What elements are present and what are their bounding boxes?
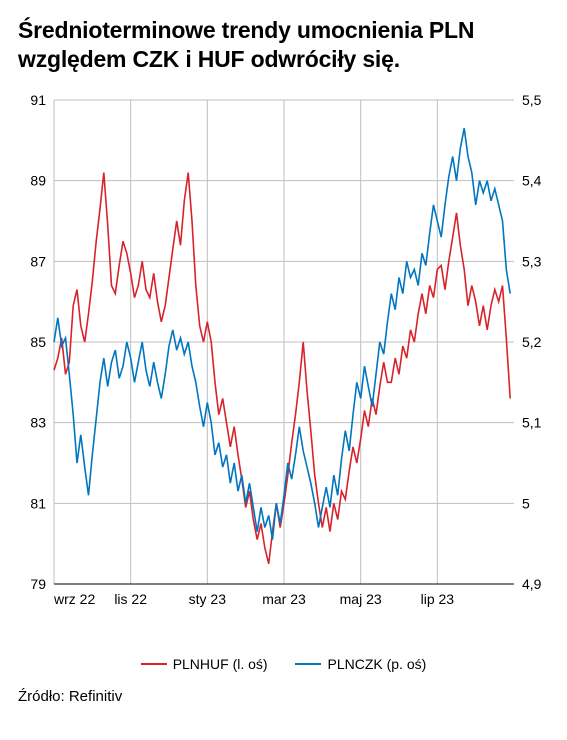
- svg-text:81: 81: [30, 495, 46, 511]
- svg-text:83: 83: [30, 414, 46, 430]
- svg-text:91: 91: [30, 92, 46, 108]
- svg-text:wrz 22: wrz 22: [53, 591, 95, 607]
- svg-text:5,3: 5,3: [522, 253, 542, 269]
- legend-swatch-plnczk: [295, 663, 321, 665]
- line-chart-svg: 79 81 83 85 87 89 91 4,9 5 5,1 5,2 5,3 5,4 5,5 wrz 22 l…: [18, 88, 546, 644]
- chart-title: Średnioterminowe trendy umocnienia PLN w…: [18, 16, 549, 74]
- svg-text:89: 89: [30, 172, 46, 188]
- chart-source: Źródło: Refinitiv: [18, 688, 549, 705]
- svg-text:lip 23: lip 23: [421, 591, 455, 607]
- svg-text:sty 23: sty 23: [189, 591, 227, 607]
- legend-swatch-plnhuf: [141, 663, 167, 665]
- legend: PLNHUF (l. oś) PLNCZK (p. oś): [18, 652, 549, 672]
- chart-area: 79 81 83 85 87 89 91 4,9 5 5,1 5,2 5,3 5,4 5,5 wrz 22 l…: [18, 88, 546, 644]
- svg-text:5: 5: [522, 495, 530, 511]
- chart-container: Średnioterminowe trendy umocnienia PLN w…: [0, 0, 567, 740]
- svg-text:87: 87: [30, 253, 46, 269]
- svg-text:mar 23: mar 23: [262, 591, 306, 607]
- legend-label-plnhuf: PLNHUF (l. oś): [173, 656, 268, 672]
- svg-text:5,1: 5,1: [522, 414, 542, 430]
- svg-text:lis 22: lis 22: [114, 591, 147, 607]
- svg-text:5,5: 5,5: [522, 92, 542, 108]
- svg-text:5,2: 5,2: [522, 334, 542, 350]
- legend-label-plnczk: PLNCZK (p. oś): [327, 656, 426, 672]
- svg-text:5,4: 5,4: [522, 172, 542, 188]
- legend-item-plnhuf: PLNHUF (l. oś): [141, 656, 268, 672]
- legend-item-plnczk: PLNCZK (p. oś): [295, 656, 426, 672]
- svg-text:85: 85: [30, 334, 46, 350]
- svg-text:maj 23: maj 23: [340, 591, 382, 607]
- svg-text:4,9: 4,9: [522, 576, 542, 592]
- svg-text:79: 79: [30, 576, 46, 592]
